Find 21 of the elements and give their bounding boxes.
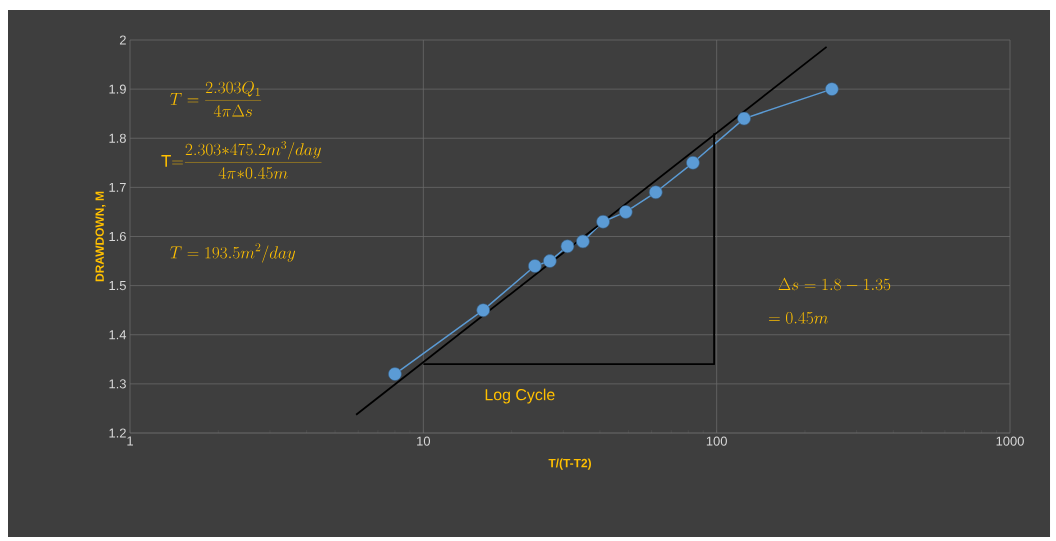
y-tick-label: 1.6 bbox=[109, 231, 126, 242]
x-tick-label: 100 bbox=[706, 436, 727, 446]
y-tick-label: 2 bbox=[119, 35, 126, 45]
y-axis-title: DRAWDOWN, M bbox=[95, 191, 106, 282]
annotation: $T=\frac{2.303Q_1}{4\pi\Delta s}$ bbox=[170, 80, 262, 117]
y-tick-label: 1.5 bbox=[109, 281, 126, 291]
x-axis-title: T/(T-T2) bbox=[548, 458, 591, 470]
annotation: $\Delta s=1.8-1.35$ bbox=[778, 277, 891, 291]
y-tick-label: 1.8 bbox=[109, 133, 126, 143]
annotation: $T=193.5m^2/day$ bbox=[170, 243, 296, 263]
y-tick-label: 1.9 bbox=[109, 84, 126, 94]
annotation: $=0.45m$ bbox=[769, 311, 828, 324]
y-tick-label: 1.7 bbox=[109, 182, 126, 192]
x-tick-label: 1000 bbox=[996, 436, 1024, 446]
annotation: Log Cycle bbox=[485, 388, 555, 404]
y-tick-label: 1.2 bbox=[109, 428, 126, 438]
annotation: $\mathrm{T}{=}\frac{2.303{*}475.2m^3/day}{4\pi{*}0.45m}$ bbox=[161, 140, 322, 179]
y-tick-label: 1.3 bbox=[109, 379, 126, 389]
x-tick-label: 10 bbox=[417, 436, 431, 446]
y-tick-label: 1.4 bbox=[109, 330, 127, 340]
x-tick-label: 1 bbox=[127, 436, 133, 446]
